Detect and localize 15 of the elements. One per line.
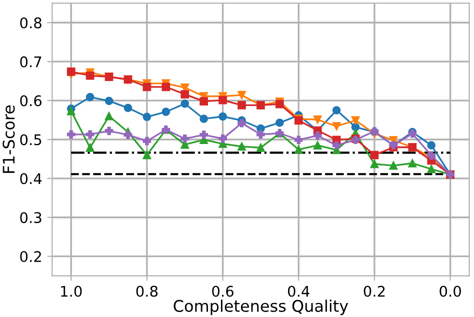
x-axis-title: Completeness Quality [174,300,348,316]
y-tick-label: 0.8 [20,17,42,28]
y-tick-label: 0.7 [20,56,42,68]
x-tick-label: 0.0 [440,286,461,297]
x-tick-label: 0.4 [288,286,310,297]
x-tick-label: 1.0 [61,286,82,297]
y-tick-label: 0.6 [20,95,42,106]
y-tick-label: 0.2 [20,251,41,262]
x-tick-label: 0.6 [212,286,234,297]
y-axis-title: F1-Score [2,105,15,173]
y-tick-label: 0.5 [20,134,42,146]
x-tick-label: 0.2 [364,286,385,297]
x-tick-label: 0.8 [136,286,158,297]
y-tick-label: 0.3 [20,212,42,224]
y-tick-label: 0.4 [20,173,42,184]
